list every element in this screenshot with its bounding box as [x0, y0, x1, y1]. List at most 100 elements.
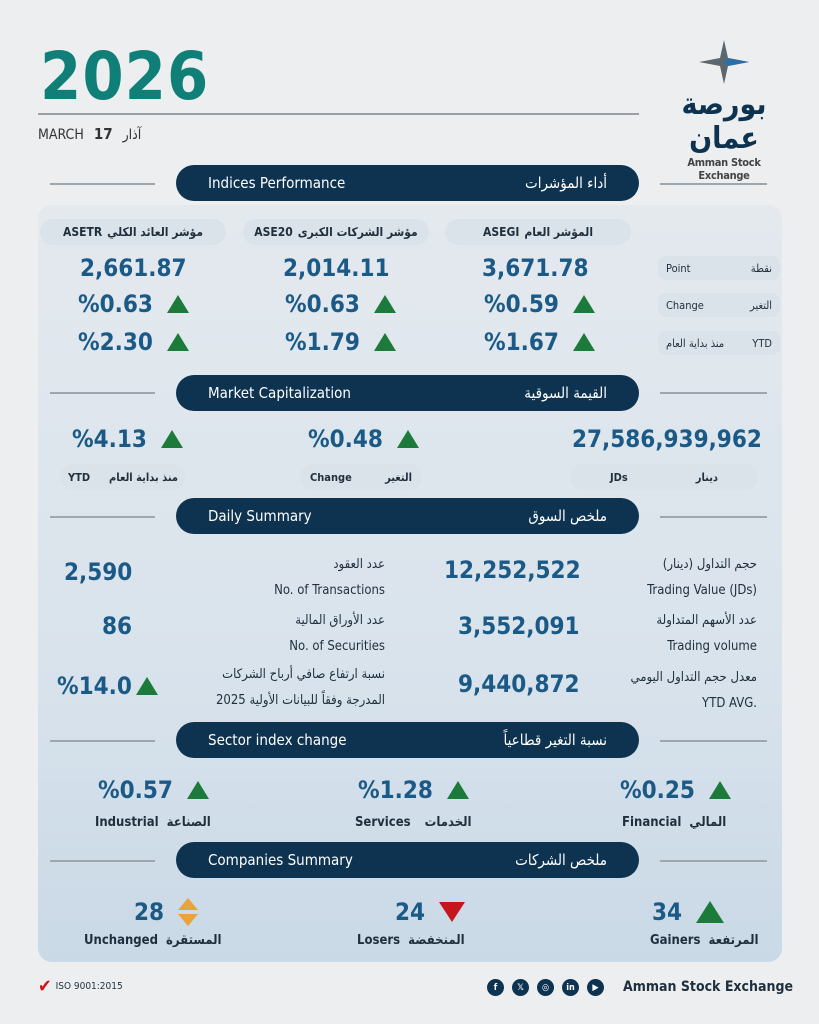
up-arrow-icon: [166, 333, 189, 351]
asegi-change: %0.59: [484, 290, 595, 318]
value: %0.63: [78, 290, 153, 318]
asetr-ytd: %2.30: [78, 328, 189, 356]
trading-value-label: حجم التداول (دينار) Trading Value (JDs): [647, 552, 757, 604]
divider: [660, 392, 767, 394]
facebook-icon[interactable]: f: [487, 979, 504, 996]
title-en: Daily Summary: [208, 507, 312, 525]
value: %0.63: [285, 290, 360, 318]
ar: المرتفعة: [708, 933, 759, 948]
up-arrow-icon: [373, 333, 396, 351]
change-label: Change التغير: [300, 464, 422, 490]
row-label-change: Change التغير: [658, 293, 780, 317]
year: 2026: [40, 38, 210, 115]
check-icon: ✔: [38, 976, 52, 997]
en: Financial: [622, 815, 682, 830]
ar: حجم التداول (دينار): [662, 557, 757, 572]
value: %0.48: [308, 425, 383, 453]
title-ar: القيمة السوقية: [524, 384, 607, 402]
en: Industrial: [95, 815, 159, 830]
x-icon[interactable]: 𝕏: [512, 979, 529, 996]
ase20-ytd: %1.79: [285, 328, 396, 356]
ar: منذ بداية العام: [666, 336, 725, 350]
en: Trading Value (JDs): [647, 583, 757, 598]
date: MARCH 17 آذار: [38, 125, 141, 143]
profit-growth-label: نسبة ارتفاع صافي أرباح الشركات المدرجة وف…: [216, 662, 385, 714]
index-header-ase20: ASE20 مؤشر الشركات الكبرى: [243, 219, 429, 245]
up-arrow-icon: [572, 333, 595, 351]
value: %4.13: [72, 425, 147, 453]
sector-financial: %0.25: [620, 776, 731, 804]
sector-industrial-label: Industrial الصناعة: [95, 815, 211, 830]
value: %14.0: [57, 672, 132, 700]
transactions-label: عدد العقود No. of Transactions: [274, 552, 385, 604]
ar: دينار: [695, 470, 718, 484]
asegi-ytd: %1.67: [484, 328, 595, 356]
value: %0.25: [620, 776, 695, 804]
divider: [50, 740, 155, 742]
market-cap-value: 27,586,939,962: [572, 425, 762, 453]
ar: عدد الأوراق المالية: [295, 613, 385, 628]
divider: [50, 860, 155, 862]
securities-label: عدد الأوراق المالية No. of Securities: [289, 608, 385, 660]
month-en: MARCH: [38, 127, 84, 143]
divider: [660, 860, 767, 862]
trading-volume: 3,552,091: [458, 612, 580, 640]
en: Change: [310, 470, 352, 484]
linkedin-icon[interactable]: in: [562, 979, 579, 996]
youtube-icon[interactable]: ▶: [587, 979, 604, 996]
divider: [660, 516, 767, 518]
securities-count: 86: [102, 612, 133, 640]
en: YTD: [752, 336, 772, 350]
asetr-point: 2,661.87: [80, 254, 187, 282]
divider: [50, 183, 155, 185]
trading-value: 12,252,522: [444, 556, 581, 584]
index-header-asetr: ASETR مؤشر العائد الكلي: [40, 219, 226, 245]
up-arrow-icon: [166, 295, 189, 313]
row-label-ytd: منذ بداية العام YTD: [658, 331, 780, 355]
value: %2.30: [78, 328, 153, 356]
iso-badge: ✔ ISO 9001:2015: [38, 976, 123, 997]
asetr-change: %0.63: [78, 290, 189, 318]
logo-en: Amman Stock Exchange: [687, 156, 761, 182]
day: 17: [93, 125, 113, 143]
unchanged-arrows-icon: [178, 898, 199, 926]
section-sectors: Sector index change نسبة التغير قطاعياً: [176, 722, 639, 758]
value: 24: [395, 898, 426, 926]
en: YTD AVG.: [702, 696, 757, 711]
ar: نسبة ارتفاع صافي أرباح الشركات: [222, 667, 385, 682]
up-arrow-icon: [446, 781, 469, 799]
en: JDs: [610, 470, 628, 484]
up-arrow-icon: [373, 295, 396, 313]
ar: المنخفضة: [408, 933, 465, 948]
gainers: 34: [652, 898, 725, 926]
market-cap-ytd: %4.13: [72, 425, 183, 453]
up-arrow-icon: [396, 430, 419, 448]
section-daily-summary: Daily Summary ملخص السوق: [176, 498, 639, 534]
ase20-point: 2,014.11: [283, 254, 390, 282]
ar: المستقرة: [165, 933, 222, 948]
title-en: Companies Summary: [208, 851, 353, 869]
en: Trading volume: [667, 639, 757, 654]
unchanged-label: Unchanged المستقرة: [84, 933, 222, 948]
ytd-avg: 9,440,872: [458, 670, 580, 698]
star-logo-icon: [699, 40, 749, 84]
ar: نقطة: [750, 261, 772, 275]
ar: الخدمات: [424, 815, 472, 830]
value: %1.28: [358, 776, 433, 804]
section-market-cap: Market Capitalization القيمة السوقية: [176, 375, 639, 411]
unchanged: 28: [134, 898, 199, 926]
up-arrow-icon: [708, 781, 731, 799]
ase20-change: %0.63: [285, 290, 396, 318]
en: No. of Securities: [289, 639, 385, 654]
market-cap-change: %0.48: [308, 425, 419, 453]
title-en: Sector index change: [208, 731, 347, 749]
up-arrow-icon: [572, 295, 595, 313]
divider: [50, 516, 155, 518]
code: ASEGI: [482, 225, 520, 239]
section-indices: Indices Performance أداء المؤشرات: [176, 165, 639, 201]
en: YTD: [68, 470, 91, 484]
ytd-label: YTD منذ بداية العام: [60, 464, 186, 490]
en: Unchanged: [84, 933, 158, 948]
instagram-icon[interactable]: ◎: [537, 979, 554, 996]
value: 28: [134, 898, 165, 926]
